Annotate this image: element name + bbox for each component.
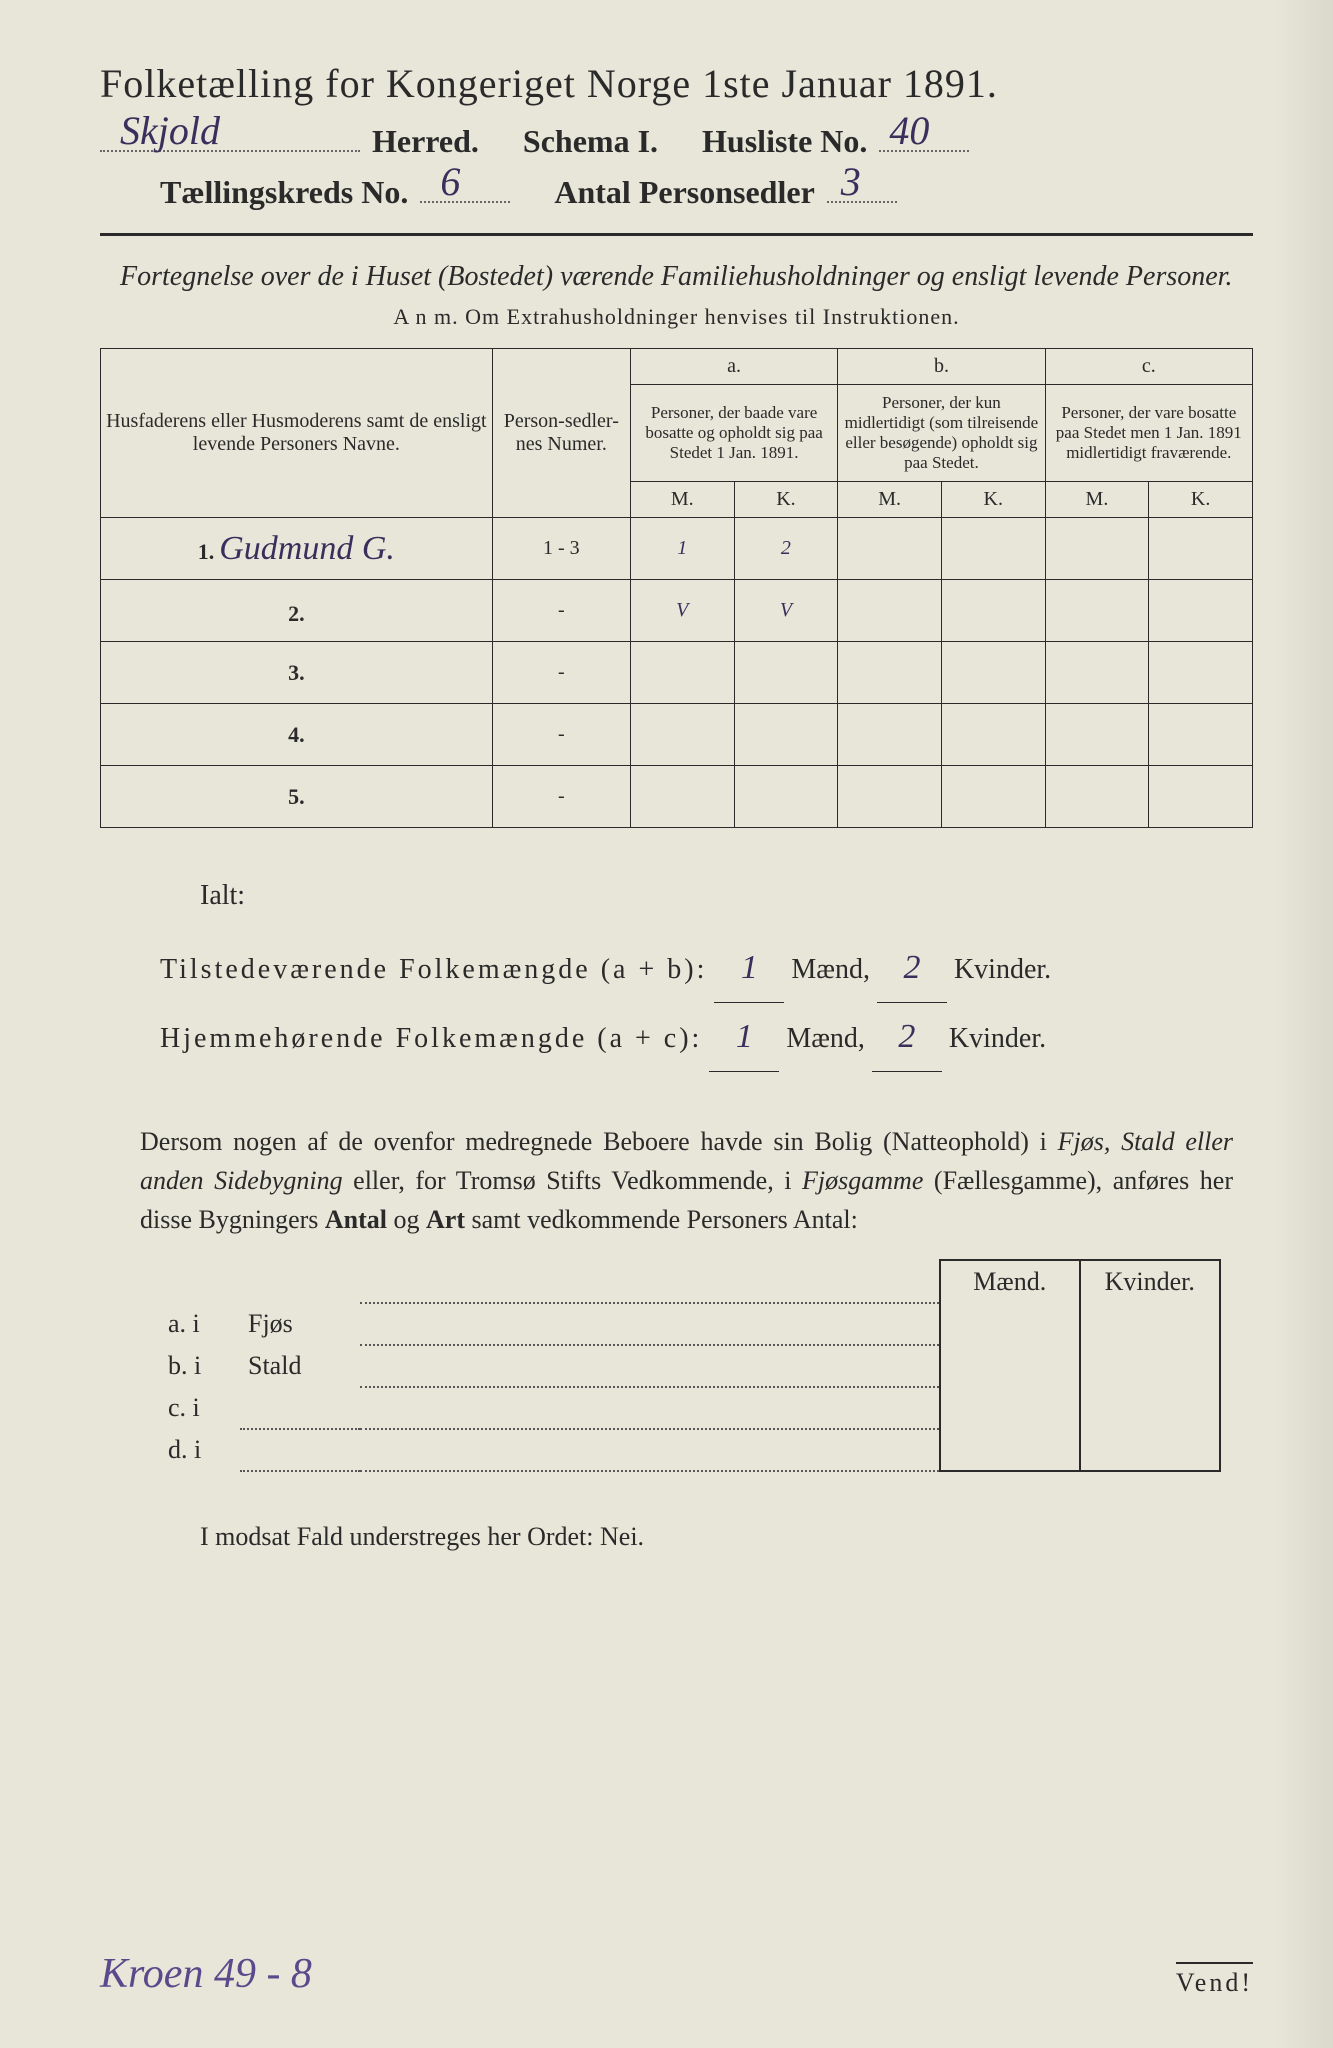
page-shadow	[1273, 0, 1333, 2048]
census-form: Folketælling for Kongeriget Norge 1ste J…	[100, 60, 1253, 1552]
header-row-2: Tællingskreds No. 6 Antal Personsedler 3	[160, 168, 1253, 211]
th-c: Personer, der vare bosatte paa Stedet me…	[1045, 385, 1252, 482]
table-row: 3. -	[101, 642, 1253, 704]
a-m-cell: 1	[630, 518, 734, 580]
husliste-label: Husliste No.	[702, 123, 867, 160]
table-row: 4. -	[101, 704, 1253, 766]
table-row: 5. -	[101, 766, 1253, 828]
th-c-m: M.	[1045, 482, 1149, 518]
footer-handwriting: Kroen 49 - 8	[100, 1950, 312, 1998]
th-b-k: K.	[941, 482, 1045, 518]
vend-label: Vend!	[1176, 1962, 1253, 1998]
th-c-k: K.	[1149, 482, 1253, 518]
th-c-top: c.	[1045, 349, 1252, 385]
th-b-m: M.	[838, 482, 942, 518]
abcd-row: a. i Fjøs	[160, 1303, 1220, 1345]
page-title: Folketælling for Kongeriget Norge 1ste J…	[100, 60, 1253, 107]
modsat-line: I modsat Fald understreges her Ordet: Ne…	[200, 1522, 1253, 1552]
th-a: Personer, der baade vare bosatte og opho…	[630, 385, 837, 482]
table-row: 1. Gudmund G. 1 - 3 1 2	[101, 518, 1253, 580]
name-cell: Gudmund G.	[219, 530, 395, 567]
th-num: Person-sedler-nes Numer.	[492, 349, 630, 518]
household-table: Husfaderens eller Husmoderens samt de en…	[100, 348, 1253, 828]
th-a-top: a.	[630, 349, 837, 385]
th-name: Husfaderens eller Husmoderens samt de en…	[101, 349, 493, 518]
intro-text: Fortegnelse over de i Huset (Bostedet) v…	[120, 258, 1233, 296]
tilstede-m: 1	[741, 949, 758, 986]
hjemme-m: 1	[736, 1018, 753, 1055]
antal-value: 3	[841, 158, 861, 205]
divider-1	[100, 233, 1253, 236]
ialt-label: Ialt:	[200, 868, 1233, 924]
th-b: Personer, der kun midlertidigt (som tilr…	[838, 385, 1045, 482]
abcd-row: c. i	[160, 1387, 1220, 1429]
antal-label: Antal Personsedler	[554, 174, 814, 211]
a-k-cell: 2	[734, 518, 838, 580]
anm-text: A n m. Om Extrahusholdninger henvises ti…	[100, 304, 1253, 330]
th-a-k: K.	[734, 482, 838, 518]
husliste-value: 40	[889, 107, 929, 154]
herred-hand: Skjold	[120, 107, 220, 154]
building-table: Mænd. Kvinder. a. i Fjøs b. i Stald c. i…	[160, 1259, 1221, 1472]
hjemme-label: Hjemmehørende Folkemængde (a + c):	[160, 1023, 702, 1054]
hjemme-k: 2	[898, 1018, 915, 1055]
footer: Kroen 49 - 8 Vend!	[100, 1950, 1253, 1998]
kreds-label: Tællingskreds No.	[160, 174, 408, 211]
table-row: 2. - V V	[101, 580, 1253, 642]
abcd-row: b. i Stald	[160, 1345, 1220, 1387]
th-b-top: b.	[838, 349, 1045, 385]
schema-label: Schema I.	[523, 123, 658, 160]
herred-label: Herred.	[372, 123, 479, 160]
header-row-1: Skjold Herred. Schema I. Husliste No. 40	[100, 117, 1253, 160]
tilstede-k: 2	[903, 949, 920, 986]
abcd-row: d. i	[160, 1429, 1220, 1471]
tilstede-label: Tilstedeværende Folkemængde (a + b):	[160, 954, 707, 985]
dersom-paragraph: Dersom nogen af de ovenfor medregnede Be…	[140, 1122, 1233, 1239]
abcd-head-k: Kvinder.	[1080, 1260, 1220, 1303]
table-body: 1. Gudmund G. 1 - 3 1 2 2. - V V 3.	[101, 518, 1253, 828]
th-a-m: M.	[630, 482, 734, 518]
abcd-head-m: Mænd.	[940, 1260, 1080, 1303]
totals-block: Ialt: Tilstedeværende Folkemængde (a + b…	[160, 868, 1233, 1072]
kreds-value: 6	[440, 158, 460, 205]
num-cell: 1 - 3	[492, 518, 630, 580]
